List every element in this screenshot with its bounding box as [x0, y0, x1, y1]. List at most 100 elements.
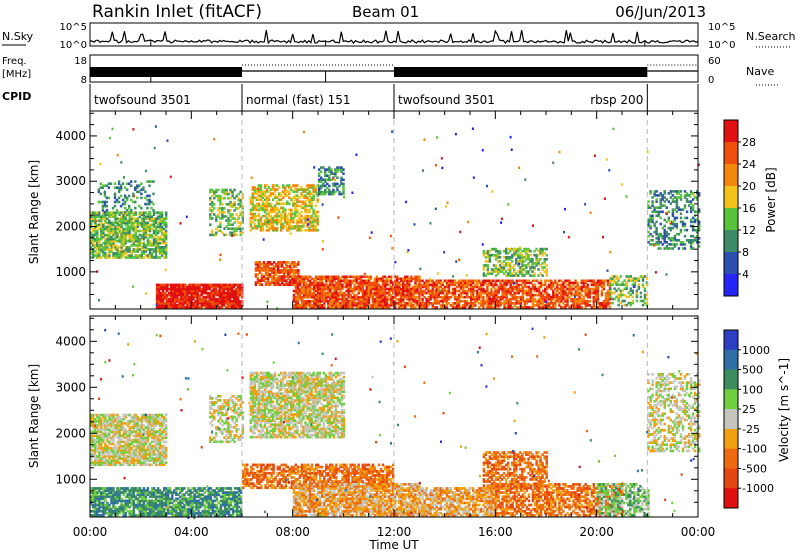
heat-cell [161, 287, 165, 291]
heat-cell [507, 256, 510, 259]
heat-cell [219, 196, 222, 200]
heat-cell [159, 291, 163, 295]
heat-cell [184, 306, 187, 309]
heat-cell [435, 297, 438, 301]
heat-cell [525, 258, 528, 261]
heat-speck [458, 258, 461, 262]
heat-cell [98, 227, 101, 231]
heat-cell [443, 289, 447, 293]
heat-cell [564, 291, 567, 295]
heat-cell [272, 283, 276, 286]
heat-cell [353, 295, 356, 299]
heat-cell [156, 239, 160, 243]
heat-cell [202, 295, 205, 299]
heat-cell [345, 293, 348, 297]
heat-cell [314, 220, 317, 224]
heat-cell [406, 277, 409, 281]
heat-cell [604, 299, 608, 303]
heat-cell [228, 293, 232, 297]
heat-cell [296, 293, 300, 297]
heat-cell [675, 239, 679, 242]
heat-cell [497, 291, 500, 295]
heat-cell [106, 256, 109, 259]
heat-cell [289, 275, 292, 278]
heat-cell [345, 299, 348, 303]
heat-cell [396, 281, 399, 285]
heat-cell [323, 293, 326, 297]
heat-cell [166, 285, 169, 289]
heat-cell [488, 291, 491, 295]
heat-cell [677, 196, 681, 199]
heat-cell [290, 186, 293, 189]
heat-cell [659, 222, 662, 226]
heat-cell [367, 283, 371, 287]
heat-cell [229, 203, 232, 206]
heat-cell [227, 211, 230, 214]
heat-cell [312, 210, 315, 214]
heat-cell [104, 217, 107, 221]
heat-cell [402, 287, 405, 291]
heat-cell [572, 287, 575, 291]
heat-cell [103, 184, 107, 187]
heat-cell [154, 217, 158, 221]
heat-cell [693, 218, 697, 222]
heat-cell [574, 302, 577, 305]
heat-cell [546, 279, 549, 283]
heat-cell [142, 217, 146, 221]
heat-cell [215, 217, 218, 220]
heat-cell [118, 231, 121, 235]
heat-cell [639, 295, 643, 299]
heat-cell [379, 302, 383, 305]
y-tick-label: 2000 [55, 220, 86, 234]
heat-cell [651, 216, 654, 220]
heat-speck [266, 300, 269, 303]
heat-cell [261, 204, 265, 208]
heat-cell [279, 277, 282, 280]
heat-cell [158, 227, 162, 231]
heat-cell [118, 221, 121, 225]
heat-cell [317, 285, 320, 289]
heat-cell [505, 291, 508, 295]
heat-cell [140, 219, 144, 223]
heat-cell [312, 208, 315, 212]
heat-cell [287, 273, 290, 276]
heat-cell [472, 285, 475, 289]
heat-cell [482, 272, 486, 275]
heat-cell [537, 302, 541, 305]
heat-cell [270, 269, 274, 272]
heat-cell [521, 299, 525, 303]
heat-cell [408, 299, 411, 303]
heat-cell [112, 223, 115, 227]
heat-cell [671, 200, 675, 203]
heat-cell [691, 224, 695, 228]
heat-cell [470, 281, 473, 285]
heat-cell [486, 256, 490, 259]
heat-cell [154, 250, 158, 253]
heat-cell [239, 306, 242, 309]
heat-cell [529, 287, 533, 291]
heat-speck [337, 216, 340, 219]
heat-cell [194, 299, 197, 303]
heat-cell [655, 210, 658, 214]
heat-cell [465, 281, 469, 285]
heat-cell [273, 196, 277, 199]
heat-cell [588, 293, 591, 297]
heat-cell [114, 248, 117, 251]
heat-cell [594, 285, 597, 289]
heat-cell [400, 306, 403, 309]
heat-cell [123, 210, 127, 214]
heat-speck [306, 218, 309, 221]
heat-cell [124, 239, 127, 243]
heat-cell [669, 228, 672, 232]
heat-cell [570, 291, 573, 295]
heat-cell [104, 248, 107, 251]
heat-cell [590, 283, 593, 287]
heat-cell [140, 248, 144, 251]
heat-cell [146, 215, 150, 218]
heat-cell [574, 285, 577, 289]
heat-cell [631, 277, 634, 280]
heat-cell [671, 194, 675, 197]
heat-cell [170, 299, 173, 303]
heat-cell [345, 281, 348, 285]
heat-cell [251, 216, 254, 220]
